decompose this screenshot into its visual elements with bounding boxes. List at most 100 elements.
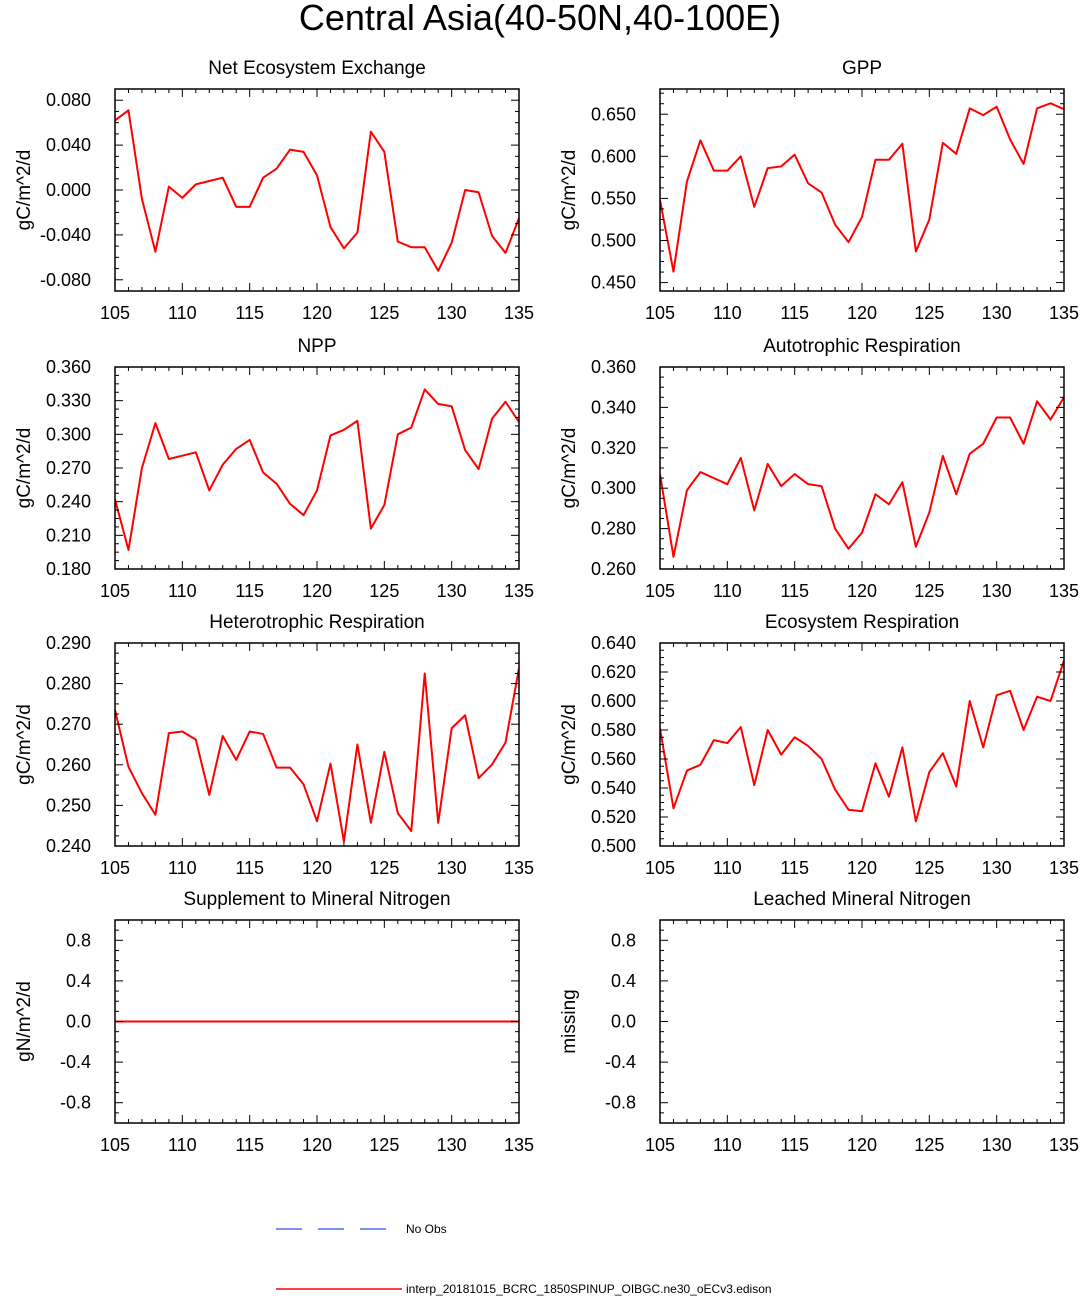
plot-frame [659,919,1065,1124]
y-tick-label: -0.8 [605,1093,636,1113]
y-axis-label: gC/m^2/d [14,150,35,231]
x-tick-label: 110 [713,303,742,323]
x-tick-label: 130 [437,858,467,878]
y-tick-label: 0.320 [591,438,636,458]
x-tick-label: 105 [645,581,675,601]
y-tick-label: 0.600 [591,691,636,711]
y-axis-label: gC/m^2/d [559,704,580,785]
x-tick-label: 110 [168,858,197,878]
x-tick-label: 125 [369,1135,399,1155]
y-tick-label: -0.040 [40,225,91,245]
y-tick-label: 0.180 [46,559,91,579]
plot-frame [659,366,1065,570]
panel-title: Ecosystem Respiration [765,612,959,633]
x-tick-label: 115 [780,303,809,323]
x-tick-label: 110 [713,858,742,878]
y-tick-label: 0.580 [591,720,636,740]
x-tick-label: 105 [100,858,130,878]
x-tick-label: 115 [780,581,809,601]
y-tick-label: 0.040 [46,135,91,155]
y-tick-label: 0.4 [66,971,91,991]
x-tick-label: 120 [302,858,332,878]
x-tick-label: 135 [504,1135,534,1155]
chart-panel: Leached Mineral Nitrogen missing 105 110 115… [559,889,1079,1155]
x-tick-label: 115 [235,581,264,601]
x-tick-label: 110 [713,581,742,601]
x-tick-label: 110 [168,581,197,601]
x-tick-label: 125 [914,858,944,878]
chart-panel: Supplement to Mineral Nitrogen gN/m^2/d 10… [14,889,534,1155]
plot-frame [659,88,1065,292]
y-axis-label: gC/m^2/d [14,428,35,509]
x-tick-label: 105 [100,1135,130,1155]
series-line [660,660,1064,823]
x-tick-label: 125 [369,303,399,323]
y-tick-label: -0.080 [40,270,91,290]
y-tick-label: 0.8 [66,930,91,950]
y-tick-label: 0.650 [591,104,636,124]
x-tick-label: 135 [1049,303,1079,323]
x-tick-label: 115 [780,1135,809,1155]
x-tick-label: 125 [914,581,944,601]
panel-title: Autotrophic Respiration [763,336,961,357]
y-tick-label: 0.450 [591,273,636,293]
x-tick-label: 105 [645,858,675,878]
chart-panel: NPP gC/m^2/d 105 110 115 120 125 130 135 0.180 0.2… [14,336,534,601]
y-tick-label: 0.540 [591,778,636,798]
x-tick-label: 135 [504,303,534,323]
y-tick-label: 0.340 [591,397,636,417]
y-tick-label: 0.0 [66,1012,91,1032]
chart-panel: Autotrophic Respiration gC/m^2/d 105 110 115… [559,336,1079,601]
y-tick-label: 0.640 [591,633,636,653]
x-tick-label: 130 [982,581,1012,601]
x-tick-label: 125 [914,1135,944,1155]
x-tick-label: 130 [982,1135,1012,1155]
x-tick-label: 130 [982,303,1012,323]
x-tick-label: 125 [369,858,399,878]
y-tick-label: 0.330 [46,391,91,411]
y-tick-label: 0.270 [46,714,91,734]
y-tick-label: 0.240 [46,492,91,512]
series-line [115,388,519,551]
y-tick-label: 0.360 [46,357,91,377]
y-tick-label: 0.280 [46,674,91,694]
x-tick-label: 135 [1049,858,1079,878]
panel-title: Leached Mineral Nitrogen [753,889,971,910]
y-axis-label: gC/m^2/d [559,428,580,509]
plot-frame [659,642,1065,847]
y-tick-label: 0.000 [46,180,91,200]
x-tick-label: 130 [437,303,467,323]
x-tick-label: 115 [780,858,809,878]
y-tick-label: 0.260 [46,755,91,775]
y-tick-label: 0.620 [591,662,636,682]
plot-frame [114,642,520,847]
y-tick-label: 0.240 [46,836,91,856]
x-tick-label: 120 [847,581,877,601]
x-tick-label: 135 [1049,1135,1079,1155]
plot-frame [114,88,520,292]
x-tick-label: 110 [713,1135,742,1155]
chart-panel: Heterotrophic Respiration gC/m^2/d 105 110 1… [14,612,534,878]
y-axis-label: gN/m^2/d [14,981,35,1062]
series-line [115,667,519,843]
chart-panel: Net Ecosystem Exchange gC/m^2/d 105 110 115 1… [14,58,534,323]
plot-frame [114,366,520,570]
y-tick-label: 0.260 [591,559,636,579]
y-tick-label: 0.560 [591,749,636,769]
chart-panel: GPP gC/m^2/d 105 110 115 120 125 130 135 0.450 0.5… [559,58,1079,323]
panel-title: NPP [297,336,336,357]
x-tick-label: 115 [235,303,264,323]
y-tick-label: 0.8 [611,930,636,950]
x-tick-label: 110 [168,1135,197,1155]
y-tick-label: 0.280 [591,519,636,539]
panel-title: GPP [842,58,882,79]
main-title: Central Asia(40-50N,40-100E) [299,0,781,38]
y-tick-label: 0.500 [591,836,636,856]
y-tick-label: 0.0 [611,1012,636,1032]
y-tick-label: 0.290 [46,633,91,653]
x-tick-label: 135 [504,581,534,601]
x-tick-label: 115 [235,858,264,878]
x-tick-label: 105 [100,581,130,601]
x-tick-label: 130 [437,1135,467,1155]
